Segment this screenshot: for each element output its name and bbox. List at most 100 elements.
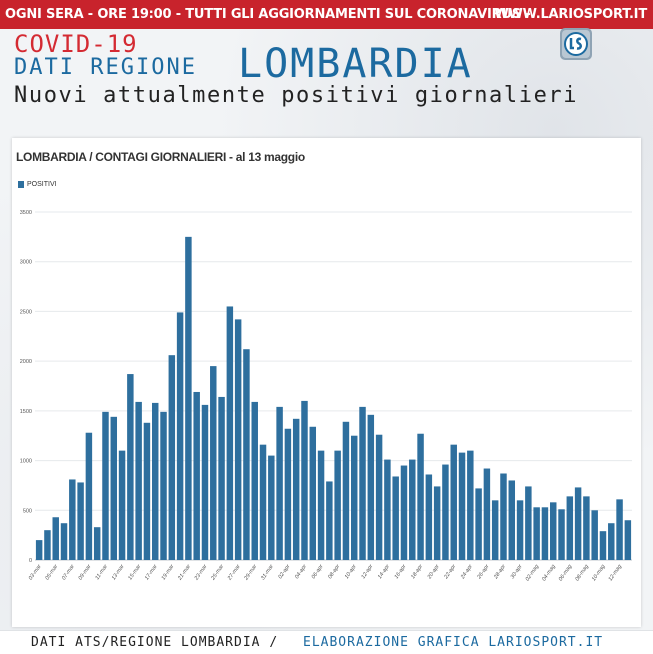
chart-bar (326, 481, 333, 560)
chart-bar (317, 450, 325, 560)
chart-bar (234, 319, 242, 560)
chart-bar (210, 366, 217, 560)
title-covid: COVID-19 (14, 30, 138, 58)
legend-label: POSITIVI (27, 181, 57, 188)
x-tick-label: 15-mar (127, 563, 143, 582)
chart-bar (226, 306, 234, 560)
x-tick-label: 29-mar (243, 563, 259, 582)
y-tick-label: 500 (23, 508, 32, 514)
chart-bar (218, 396, 225, 560)
x-tick-label: 07-mar (61, 563, 77, 582)
x-tick-label: 18-apr (410, 563, 425, 580)
chart-bar (467, 450, 474, 560)
chart-bar (251, 401, 258, 560)
x-tick-label: 24-apr (459, 563, 474, 581)
chart-bar (516, 500, 524, 560)
x-tick-label: 12-mag (608, 563, 624, 582)
chart-bar (425, 474, 433, 560)
chart-bar (359, 406, 366, 560)
chart-bar (85, 432, 93, 560)
title-region: LOMBARDIA (238, 41, 473, 87)
chart-title: LOMBARDIA / CONTAGI GIORNALIERI - al 13 … (16, 150, 305, 164)
banner-schedule-text: OGNI SERA - ORE 19:00 - TUTTI GLI AGGIOR… (5, 7, 531, 22)
chart-bar (599, 531, 607, 560)
chart-bar (608, 523, 615, 560)
chart-bar (69, 479, 76, 560)
chart-bar (342, 421, 350, 560)
title-dati-regione: DATI REGIONE (14, 55, 197, 80)
chart-bar (243, 349, 250, 560)
chart-bar (93, 527, 101, 560)
x-tick-label: 22-apr (443, 563, 458, 581)
chart-bar (259, 444, 267, 560)
chart-bar (375, 434, 383, 560)
chart-bar (566, 496, 574, 560)
chart-bar (118, 450, 126, 560)
x-tick-label: 14-apr (377, 563, 392, 580)
chart-bar (433, 486, 441, 560)
chart-bar (458, 452, 466, 560)
x-tick-label: 27-mar (226, 563, 242, 582)
chart-bar (400, 465, 408, 560)
chart-bar (152, 402, 159, 560)
x-tick-label: 19-mar (161, 563, 177, 582)
banner-site-link[interactable]: WWW.LARIOSPORT.IT (494, 7, 647, 22)
x-tick-label: 06-apr (311, 563, 326, 580)
chart-bar (475, 488, 482, 560)
x-tick-label: 08-apr (327, 563, 342, 580)
x-tick-label: 02-apr (277, 563, 292, 580)
chart-bar (193, 391, 200, 560)
chart-bar (508, 480, 516, 560)
x-tick-label: 06-mag (558, 563, 574, 582)
chart-bar (558, 509, 565, 560)
chart-bar (334, 450, 341, 560)
x-tick-label: 11-mar (94, 563, 109, 581)
chart-bar (284, 428, 292, 560)
chart-bar (392, 476, 399, 560)
chart-bar (450, 444, 457, 560)
chart-bar (533, 507, 540, 560)
chart-bar (483, 468, 491, 560)
chart-bar (276, 406, 283, 560)
x-tick-label: 02-mag (525, 563, 541, 582)
chart-bar (500, 473, 507, 560)
x-tick-label: 20-apr (426, 563, 441, 581)
x-tick-label: 30-apr (510, 563, 525, 580)
x-tick-label: 10-apr (344, 563, 359, 580)
chart-bar (583, 496, 590, 560)
chart-bar (574, 487, 582, 560)
chart-bar (35, 540, 43, 560)
chart-bar (301, 400, 308, 560)
chart-bar (442, 464, 449, 560)
y-tick-label: 3500 (20, 210, 32, 216)
chart-bar (491, 500, 499, 560)
chart-bar (591, 510, 598, 560)
chart-bar (110, 416, 118, 560)
chart-bar (384, 459, 391, 560)
x-tick-label: 26-apr (476, 563, 491, 581)
chart-bar (409, 459, 416, 560)
chart-bar (367, 414, 375, 560)
y-tick-label: 3000 (20, 260, 32, 266)
chart-bar (168, 355, 176, 560)
page-subtitle: Nuovi attualmente positivi giornalieri (14, 83, 579, 108)
chart-bar (351, 435, 358, 560)
y-tick-label: 1500 (20, 409, 32, 415)
chart-bar (127, 374, 134, 560)
chart-bar (185, 236, 192, 561)
footer: DATI ATS/REGIONE LOMBARDIA / ELABORAZION… (0, 630, 653, 654)
chart-bar (143, 422, 151, 560)
x-tick-label: 23-mar (193, 563, 209, 582)
chart-bar (268, 455, 275, 560)
x-tick-label: 13-mar (111, 563, 127, 582)
footer-credit: ELABORAZIONE GRAFICA LARIOSPORT.IT (303, 635, 604, 650)
x-tick-label: 03-mar (28, 563, 44, 582)
chart-bar (616, 499, 623, 560)
chart-bar (176, 312, 184, 560)
chart-bar (77, 482, 84, 560)
x-tick-label: 28-apr (493, 563, 508, 581)
chart-bar (60, 523, 68, 560)
chart-bar (624, 520, 632, 560)
footer-source: DATI ATS/REGIONE LOMBARDIA / (31, 635, 279, 650)
